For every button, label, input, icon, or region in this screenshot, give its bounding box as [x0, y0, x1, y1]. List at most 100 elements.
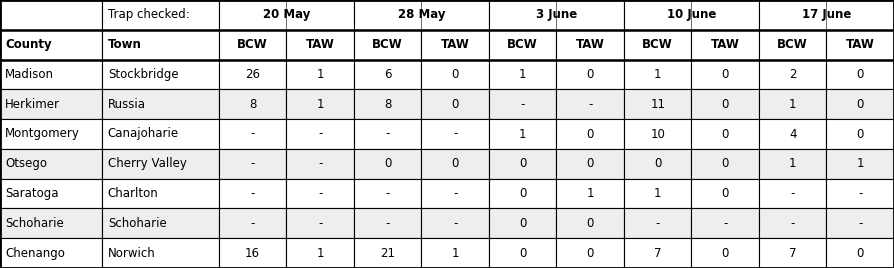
Text: -: -: [453, 128, 458, 140]
Bar: [0, 0, 103, 30]
Bar: [826, 149, 894, 179]
Bar: [759, 149, 826, 179]
Text: 28 May: 28 May: [398, 8, 445, 21]
Text: 0: 0: [519, 217, 527, 230]
Bar: [556, 119, 624, 149]
Bar: [489, 179, 556, 209]
Text: 1: 1: [519, 68, 527, 81]
Bar: [286, 179, 354, 209]
Text: 0: 0: [654, 157, 662, 170]
Text: 1: 1: [519, 128, 527, 140]
Text: -: -: [790, 217, 795, 230]
Bar: [421, 238, 489, 268]
Text: BCW: BCW: [372, 38, 403, 51]
Text: -: -: [453, 187, 458, 200]
Text: 1: 1: [654, 68, 662, 81]
Bar: [286, 89, 354, 119]
Text: 0: 0: [451, 98, 459, 111]
Text: Saratoga: Saratoga: [5, 187, 59, 200]
Text: Charlton: Charlton: [108, 187, 158, 200]
Text: 1: 1: [789, 157, 797, 170]
Bar: [286, 209, 354, 238]
Bar: [826, 179, 894, 209]
Text: -: -: [385, 217, 390, 230]
Text: -: -: [858, 217, 863, 230]
Bar: [489, 30, 556, 59]
Bar: [286, 119, 354, 149]
Bar: [826, 30, 894, 59]
Bar: [0, 59, 103, 89]
Bar: [759, 59, 826, 89]
Bar: [624, 149, 691, 179]
Bar: [286, 30, 354, 59]
Bar: [691, 209, 759, 238]
Text: 0: 0: [721, 68, 729, 81]
Text: BCW: BCW: [507, 38, 538, 51]
Bar: [0, 89, 103, 119]
Bar: [0, 209, 103, 238]
Text: 10: 10: [650, 128, 665, 140]
Text: Madison: Madison: [5, 68, 55, 81]
Text: 1: 1: [789, 98, 797, 111]
Bar: [0, 238, 103, 268]
Text: Town: Town: [108, 38, 141, 51]
Text: 1: 1: [654, 187, 662, 200]
Bar: [759, 119, 826, 149]
Text: 1: 1: [451, 247, 459, 260]
Bar: [556, 209, 624, 238]
Bar: [691, 149, 759, 179]
Bar: [759, 209, 826, 238]
Bar: [0, 149, 103, 179]
Text: 26: 26: [245, 68, 260, 81]
Bar: [219, 209, 286, 238]
Text: 0: 0: [519, 157, 527, 170]
Bar: [0, 179, 103, 209]
Bar: [219, 149, 286, 179]
Text: BCW: BCW: [237, 38, 268, 51]
Text: 20 May: 20 May: [263, 8, 310, 21]
Text: Schoharie: Schoharie: [108, 217, 166, 230]
Bar: [826, 209, 894, 238]
Bar: [691, 59, 759, 89]
Text: 0: 0: [451, 157, 459, 170]
Bar: [0, 30, 103, 59]
Text: 1: 1: [316, 68, 324, 81]
Text: -: -: [655, 217, 660, 230]
Bar: [556, 149, 624, 179]
Text: -: -: [858, 187, 863, 200]
Bar: [489, 149, 556, 179]
Bar: [103, 59, 219, 89]
Text: 1: 1: [856, 157, 864, 170]
Text: 0: 0: [586, 247, 594, 260]
Text: 8: 8: [249, 98, 257, 111]
Text: 10 June: 10 June: [667, 8, 716, 21]
Bar: [354, 238, 421, 268]
Text: -: -: [385, 128, 390, 140]
Text: 7: 7: [654, 247, 662, 260]
Bar: [556, 89, 624, 119]
Bar: [354, 119, 421, 149]
Bar: [489, 89, 556, 119]
Bar: [826, 59, 894, 89]
Text: Montgomery: Montgomery: [5, 128, 80, 140]
Text: 1: 1: [316, 247, 324, 260]
Bar: [691, 119, 759, 149]
Text: Otsego: Otsego: [5, 157, 47, 170]
Text: -: -: [318, 217, 323, 230]
Text: 8: 8: [384, 98, 392, 111]
Text: BCW: BCW: [642, 38, 673, 51]
Bar: [489, 119, 556, 149]
Bar: [624, 0, 759, 30]
Bar: [489, 0, 624, 30]
Text: 6: 6: [384, 68, 392, 81]
Text: 0: 0: [586, 128, 594, 140]
Bar: [624, 238, 691, 268]
Text: 0: 0: [721, 98, 729, 111]
Bar: [826, 89, 894, 119]
Bar: [219, 59, 286, 89]
Bar: [421, 59, 489, 89]
Bar: [354, 0, 489, 30]
Bar: [103, 0, 219, 30]
Bar: [759, 30, 826, 59]
Bar: [759, 238, 826, 268]
